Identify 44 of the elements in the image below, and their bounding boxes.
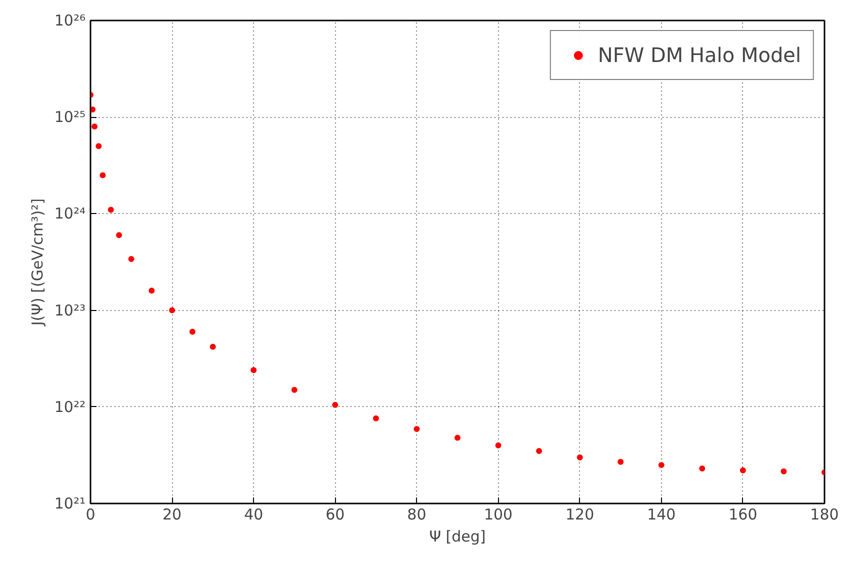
x-tick-label: 0 [86,506,96,524]
point [536,448,542,454]
y-tick-label: 10²⁴ [54,204,86,223]
x-tick-label: 20 [162,506,182,524]
x-tick-label: 80 [407,506,426,524]
point [116,232,122,238]
y-tick-label: 10²³ [54,301,86,320]
point [454,434,460,441]
point [128,256,134,262]
point [658,462,664,468]
point [618,458,624,465]
point [495,442,502,448]
point [90,106,96,112]
x-tick-label: 140 [647,506,676,524]
point [189,328,196,335]
y-tick-label: 10²⁶ [54,12,86,30]
point [92,123,98,130]
x-tick-label: 100 [484,506,513,524]
y-tick-label: 10²¹ [54,494,86,512]
point [96,143,102,150]
x-tick-label: 40 [244,506,264,524]
x-tick-label: 160 [728,506,758,524]
point [148,288,155,294]
point [108,206,114,213]
point [699,466,706,472]
x-tick-label: 120 [566,506,594,524]
y-tick-label: 10²² [54,398,86,416]
y-tick-label: 10²⁵ [54,108,86,126]
point [740,467,746,474]
point [332,402,338,408]
point [414,426,420,432]
point [576,454,583,460]
x-tick-label: 60 [326,506,345,524]
point [291,386,298,393]
point [210,344,216,350]
point [372,415,379,422]
point [100,172,106,178]
point [250,367,257,374]
x-axis-title: Ψ [deg] [429,528,486,546]
legend-label: NFW DM Halo Model [598,43,801,67]
x-tick-label: 180 [810,506,839,524]
point [169,307,176,314]
point [780,468,787,474]
y-axis-title: J(Ψ) [(GeV/cm³)²] [28,198,46,327]
